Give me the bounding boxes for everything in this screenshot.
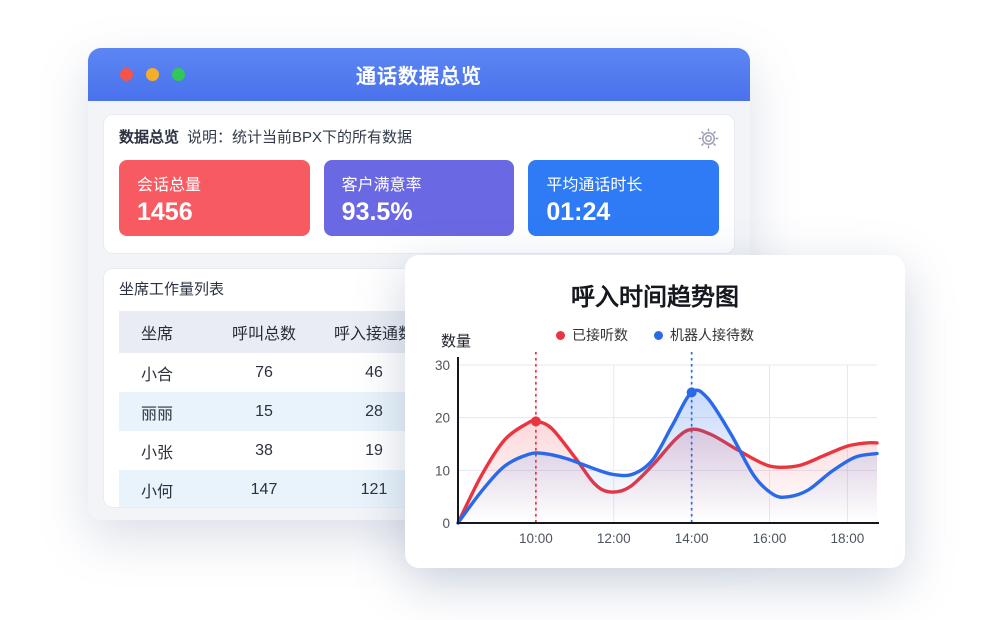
svg-text:16:00: 16:00 [753, 531, 787, 546]
summary-description: 说明：统计当前BPX下的所有数据 [187, 129, 413, 146]
legend-item-answered[interactable]: 已接听数 [556, 325, 628, 345]
legend-label: 机器人接待数 [670, 327, 754, 343]
zoom-window-button[interactable] [172, 68, 185, 81]
stat-value: 93.5% [341, 198, 413, 226]
legend-item-robot[interactable]: 机器人接待数 [654, 325, 754, 345]
stat-card-total-sessions: 会话总量 1456 [119, 160, 310, 236]
svg-text:0: 0 [442, 516, 450, 531]
legend-dot-red [556, 330, 565, 340]
table-row[interactable]: 小合 76 46 [141, 363, 383, 384]
agent-table-title: 坐席工作量列表 [119, 281, 225, 298]
close-window-button[interactable] [120, 68, 133, 81]
minimize-window-button[interactable] [146, 68, 159, 81]
stat-value: 01:24 [546, 198, 611, 226]
settings-gear-icon[interactable] [698, 127, 719, 149]
svg-text:10:00: 10:00 [519, 531, 553, 546]
stat-label: 平均通话时长 [546, 177, 643, 194]
traffic-lights [120, 48, 185, 101]
stat-card-satisfaction-rate: 客户满意率 93.5% [323, 160, 515, 236]
svg-text:12:00: 12:00 [597, 531, 631, 546]
stat-label: 客户满意率 [341, 177, 422, 194]
svg-text:30: 30 [435, 358, 450, 373]
chart-legend: 已接听数 机器人接待数 [405, 325, 905, 345]
y-axis-label: 数量 [441, 333, 472, 350]
svg-text:10: 10 [435, 463, 450, 478]
svg-text:14:00: 14:00 [675, 531, 709, 546]
svg-text:20: 20 [435, 411, 450, 426]
legend-dot-blue [654, 330, 663, 340]
stat-card-row: 会话总量 1456 客户满意率 93.5% 平均通话时长 01:24 [119, 160, 720, 236]
col-header-agent: 坐席 [141, 326, 174, 343]
stat-card-avg-call-duration: 平均通话时长 01:24 [528, 160, 720, 236]
legend-label: 已接听数 [572, 327, 628, 343]
stat-value: 1456 [137, 198, 193, 226]
window-titlebar: 通话数据总览 [88, 48, 750, 101]
inbound-trend-chart-card: 呼入时间趋势图 已接听数 机器人接待数 数量 0 10 20 30 10:00 12:00… [405, 255, 905, 568]
summary-header: 数据总览 说明：统计当前BPX下的所有数据 [119, 127, 719, 149]
summary-heading: 数据总览 [119, 129, 180, 146]
col-header-total-calls: 呼叫总数 [231, 326, 296, 343]
data-summary-panel: 数据总览 说明：统计当前BPX下的所有数据 会话总量 1456 [103, 114, 735, 254]
col-header-inbound-answered: 呼入接通数 [333, 326, 414, 343]
svg-text:18:00: 18:00 [831, 531, 865, 546]
stat-label: 会话总量 [137, 177, 202, 194]
chart-title: 呼入时间趋势图 [571, 284, 739, 311]
table-row[interactable]: 小张 38 19 [141, 441, 383, 462]
window-title: 通话数据总览 [356, 66, 482, 88]
